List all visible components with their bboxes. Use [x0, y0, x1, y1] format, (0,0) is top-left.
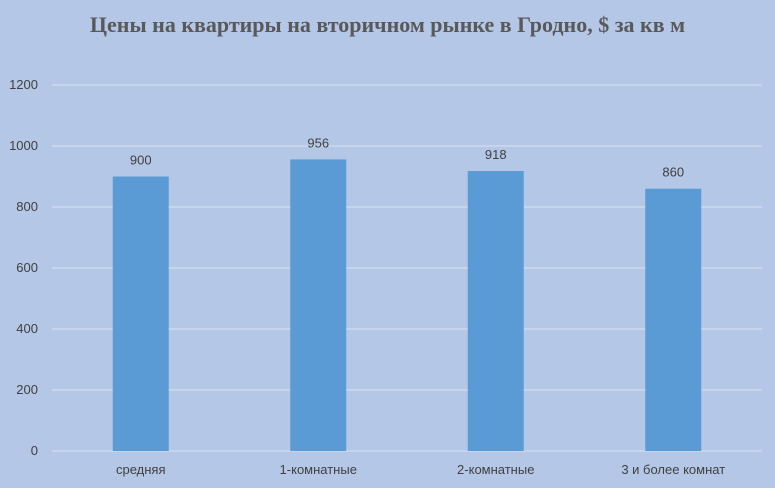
y-tick-label: 800 [16, 199, 38, 214]
category-label: средняя [116, 462, 166, 477]
bar [645, 188, 702, 451]
data-label: 860 [662, 165, 684, 180]
category-label: 2-комнатные [457, 462, 534, 477]
y-tick-label: 400 [16, 321, 38, 336]
y-tick-label: 1200 [9, 77, 38, 92]
y-tick-label: 600 [16, 260, 38, 275]
y-tick-label: 200 [16, 382, 38, 397]
category-label: 1-комнатные [280, 462, 357, 477]
data-label: 956 [307, 135, 329, 150]
y-tick-label: 1000 [9, 138, 38, 153]
bar [467, 171, 524, 451]
bar [112, 176, 169, 451]
category-label: 3 и более комнат [621, 462, 725, 477]
y-tick-label: 0 [31, 443, 38, 458]
bar [290, 159, 347, 452]
data-label: 918 [485, 147, 507, 162]
data-label: 900 [130, 153, 152, 168]
chart-title: Цены на квартиры на вторичном рынке в Гр… [89, 12, 686, 37]
